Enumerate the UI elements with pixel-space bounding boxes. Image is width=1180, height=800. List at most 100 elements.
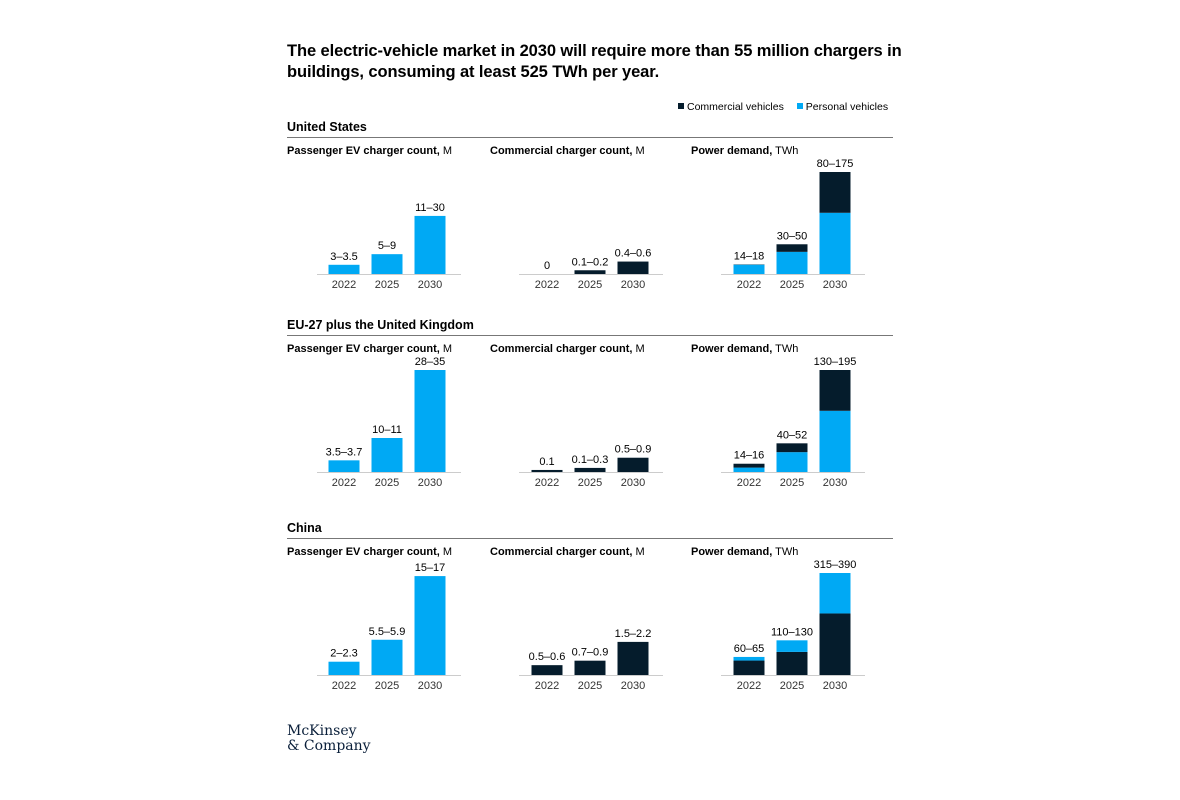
logo-line-2: & Company (287, 738, 371, 754)
region-divider (287, 538, 893, 539)
power-panel-title: Power demand, TWh (691, 546, 799, 558)
power-bar-2022-personal (733, 264, 765, 274)
passenger-data-label-2025: 5.5–5.9 (369, 626, 406, 638)
commercial-panel-title: Commercial charger count, M (490, 343, 645, 355)
power-bar-2030-personal (819, 410, 851, 472)
commercial-tick-label-2022: 2022 (535, 680, 559, 692)
power-bar-2025-commercial (776, 244, 808, 252)
power-bar-2030-commercial (819, 172, 851, 213)
legend-swatch-personal (796, 103, 803, 110)
passenger-tick-label-2030: 2030 (418, 680, 442, 692)
power-tick-label-2022: 2022 (737, 680, 761, 692)
passenger-tick-label-2030: 2030 (418, 477, 442, 489)
power-tick-label-2025: 2025 (780, 477, 804, 489)
commercial-panel-title: Commercial charger count, M (490, 546, 645, 558)
passenger-data-label-2025: 10–11 (372, 424, 402, 436)
power-tick-label-2022: 2022 (737, 477, 761, 489)
power-data-label-2030: 80–175 (817, 158, 854, 170)
region-divider (287, 335, 893, 336)
commercial-tick-label-2030: 2030 (621, 680, 645, 692)
power-data-label-2025: 30–50 (777, 230, 808, 242)
commercial-data-label-2022: 0.5–0.6 (529, 651, 566, 663)
commercial-tick-label-2022: 2022 (535, 279, 559, 291)
legend: Commercial vehicles Personal vehicles (668, 101, 888, 113)
power-tick-label-2025: 2025 (780, 680, 804, 692)
commercial-data-label-2022: 0 (544, 260, 550, 272)
power-bar-2025-personal (776, 640, 808, 652)
passenger-bar-2025 (371, 639, 403, 675)
power-bar-2022-commercial (733, 463, 765, 468)
passenger-tick-label-2025: 2025 (375, 279, 399, 291)
commercial-bar-2030 (617, 457, 649, 472)
power-data-label-2022: 14–16 (734, 450, 765, 462)
commercial-data-label-2025: 0.1–0.2 (572, 256, 609, 268)
passenger-data-label-2022: 3–3.5 (330, 251, 358, 263)
commercial-tick-label-2022: 2022 (535, 477, 559, 489)
passenger-panel-title: Passenger EV charger count, M (287, 546, 453, 558)
region-eu27-uk: EU-27 plus the United Kingdom Passenger … (287, 318, 893, 518)
legend-item-personal: Personal vehicles (796, 101, 888, 113)
commercial-bar-2025 (574, 467, 606, 472)
power-data-label-2025: 110–130 (771, 626, 813, 638)
legend-swatch-commercial (678, 103, 684, 110)
region-charts-svg: 3.5–3.7 2022 10–11 2025 28–35 2030 0.1 2022 0.1–… (317, 356, 865, 489)
commercial-tick-label-2025: 2025 (578, 279, 602, 291)
power-tick-label-2030: 2030 (823, 279, 847, 291)
power-bar-2025-personal (776, 251, 808, 274)
passenger-bar-2030 (414, 370, 446, 472)
logo-line-1: McKinsey (287, 723, 357, 739)
power-bar-2022-personal (733, 467, 765, 472)
power-bar-2030-personal (819, 573, 851, 614)
commercial-bar-2030 (617, 261, 649, 274)
region-united-states: United States Passenger EV charger count… (287, 120, 893, 320)
power-bar-2025-commercial (776, 651, 808, 675)
power-data-label-2022: 14–18 (734, 250, 765, 262)
power-tick-label-2025: 2025 (780, 279, 804, 291)
power-data-label-2030: 315–390 (814, 559, 857, 571)
power-bar-2025-personal (776, 452, 808, 472)
region-title: United States (287, 120, 367, 134)
commercial-panel-title: Commercial charger count, M (490, 145, 645, 157)
passenger-data-label-2022: 3.5–3.7 (326, 446, 363, 458)
power-bar-2022-personal (733, 656, 765, 661)
power-data-label-2022: 60–65 (734, 643, 765, 655)
passenger-bar-2030 (414, 576, 446, 675)
commercial-data-label-2030: 0.5–0.9 (615, 444, 652, 456)
passenger-data-label-2030: 11–30 (415, 202, 445, 214)
passenger-tick-label-2025: 2025 (375, 477, 399, 489)
passenger-data-label-2022: 2–2.3 (330, 648, 358, 660)
power-bar-2030-personal (819, 212, 851, 274)
passenger-data-label-2025: 5–9 (378, 240, 396, 252)
passenger-bar-2022 (328, 661, 360, 675)
commercial-tick-label-2025: 2025 (578, 477, 602, 489)
power-bar-2030-commercial (819, 613, 851, 675)
commercial-data-label-2022: 0.1 (539, 456, 554, 468)
commercial-tick-label-2030: 2030 (621, 477, 645, 489)
power-bar-2022-commercial (733, 660, 765, 675)
legend-item-commercial: Commercial vehicles (678, 101, 784, 113)
passenger-panel-title: Passenger EV charger count, M (287, 343, 453, 355)
passenger-data-label-2030: 15–17 (415, 562, 446, 574)
commercial-data-label-2030: 1.5–2.2 (615, 628, 652, 640)
passenger-bar-2022 (328, 264, 360, 274)
power-data-label-2025: 40–52 (777, 429, 808, 441)
commercial-data-label-2025: 0.7–0.9 (572, 647, 609, 659)
power-data-label-2030: 130–195 (814, 356, 857, 368)
power-bar-2030-commercial (819, 370, 851, 411)
commercial-data-label-2030: 0.4–0.6 (615, 248, 652, 260)
region-charts-svg: 3–3.5 2022 5–9 2025 11–30 2030 0 2022 0.1–0.2 202… (317, 158, 865, 291)
commercial-tick-label-2025: 2025 (578, 680, 602, 692)
passenger-tick-label-2025: 2025 (375, 680, 399, 692)
passenger-tick-label-2030: 2030 (418, 279, 442, 291)
region-divider (287, 137, 893, 138)
region-title: EU-27 plus the United Kingdom (287, 318, 474, 332)
passenger-bar-2025 (371, 438, 403, 472)
power-tick-label-2022: 2022 (737, 279, 761, 291)
passenger-bar-2030 (414, 215, 446, 274)
power-tick-label-2030: 2030 (823, 477, 847, 489)
passenger-data-label-2030: 28–35 (415, 356, 446, 368)
passenger-panel-title: Passenger EV charger count, M (287, 145, 453, 157)
commercial-bar-2022 (531, 665, 563, 675)
power-panel-title: Power demand, TWh (691, 145, 799, 157)
commercial-tick-label-2030: 2030 (621, 279, 645, 291)
